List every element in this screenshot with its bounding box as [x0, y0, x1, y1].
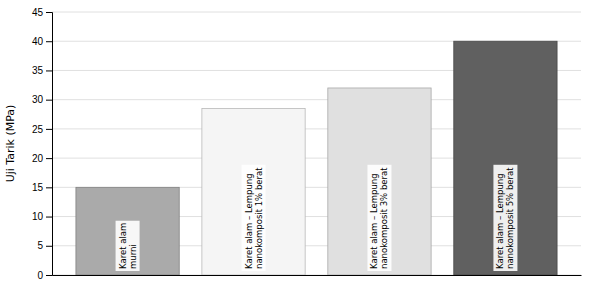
bar [202, 108, 305, 275]
y-tick: 25 [32, 124, 52, 135]
label-background [367, 165, 391, 271]
plot: 0 5 10 15 20 25 30 35 40 45 Uji Tarik (MPa) Karet a… [4, 7, 582, 281]
category-label-group: Karet alam – Lempungnanokomposit 1% bera… [242, 165, 266, 271]
y-tick-label: 5 [37, 240, 43, 251]
category-label-group: Karet alammurni [116, 221, 140, 271]
y-tick: 40 [32, 36, 52, 47]
y-tick: 10 [32, 211, 52, 222]
category-labels: Karet alammurni Karet alam – Lempungnanok… [116, 165, 518, 271]
x-axis [53, 275, 582, 276]
bars [76, 41, 557, 275]
y-tick: 45 [32, 7, 52, 18]
x-axis-line [53, 275, 582, 276]
bar [328, 88, 431, 275]
y-tick-label: 30 [32, 94, 44, 105]
y-tick-mark [46, 70, 52, 71]
y-tick-label: 35 [32, 65, 44, 76]
category-label-group: Karet alam – Lempungnanokomposit 5% bera… [493, 165, 517, 271]
y-tick-label: 45 [32, 7, 44, 18]
y-tick-mark [46, 129, 52, 130]
category-label: Karet alammurni [118, 223, 138, 269]
category-label: Karet alam – Lempungnanokomposit 1% bera… [244, 167, 264, 269]
y-tick-mark [46, 100, 52, 101]
y-tick: 30 [32, 94, 52, 105]
y-tick-mark [46, 41, 52, 42]
y-tick-label: 40 [32, 36, 44, 47]
y-tick-mark [46, 217, 52, 218]
y-axis-title: Uji Tarik (MPa) [4, 105, 17, 183]
y-tick-mark [46, 246, 52, 247]
category-label-group: Karet alam – Lempungnanokomposit 3% bera… [367, 165, 391, 271]
label-background [242, 165, 266, 271]
y-tick-mark [46, 275, 52, 276]
y-tick-label: 20 [32, 153, 44, 164]
grid-line [52, 12, 581, 13]
grid [52, 12, 581, 275]
y-tick: 20 [32, 153, 52, 164]
category-label: Karet alam – Lempungnanokomposit 3% bera… [369, 167, 389, 269]
y-tick: 0 [37, 270, 52, 281]
category-label: Karet alam – Lempungnanokomposit 5% bera… [495, 167, 515, 269]
y-axis: 0 5 10 15 20 25 30 35 40 45 [32, 7, 53, 281]
label-background [116, 221, 140, 271]
y-tick-label: 15 [32, 182, 44, 193]
bar [454, 41, 557, 275]
y-tick-label: 10 [32, 211, 44, 222]
label-background [493, 165, 517, 271]
y-tick: 5 [37, 240, 52, 251]
y-tick-label: 25 [32, 124, 44, 135]
y-tick-mark [46, 12, 52, 13]
y-axis-line [46, 13, 53, 276]
chart: 0 5 10 15 20 25 30 35 40 45 Uji Tarik (MPa) Karet a… [0, 0, 593, 287]
y-tick: 15 [32, 182, 52, 193]
y-tick-mark [46, 187, 52, 188]
y-tick-mark [46, 158, 52, 159]
bar [76, 187, 179, 275]
y-tick: 35 [32, 65, 52, 76]
y-tick-label: 0 [37, 270, 43, 281]
